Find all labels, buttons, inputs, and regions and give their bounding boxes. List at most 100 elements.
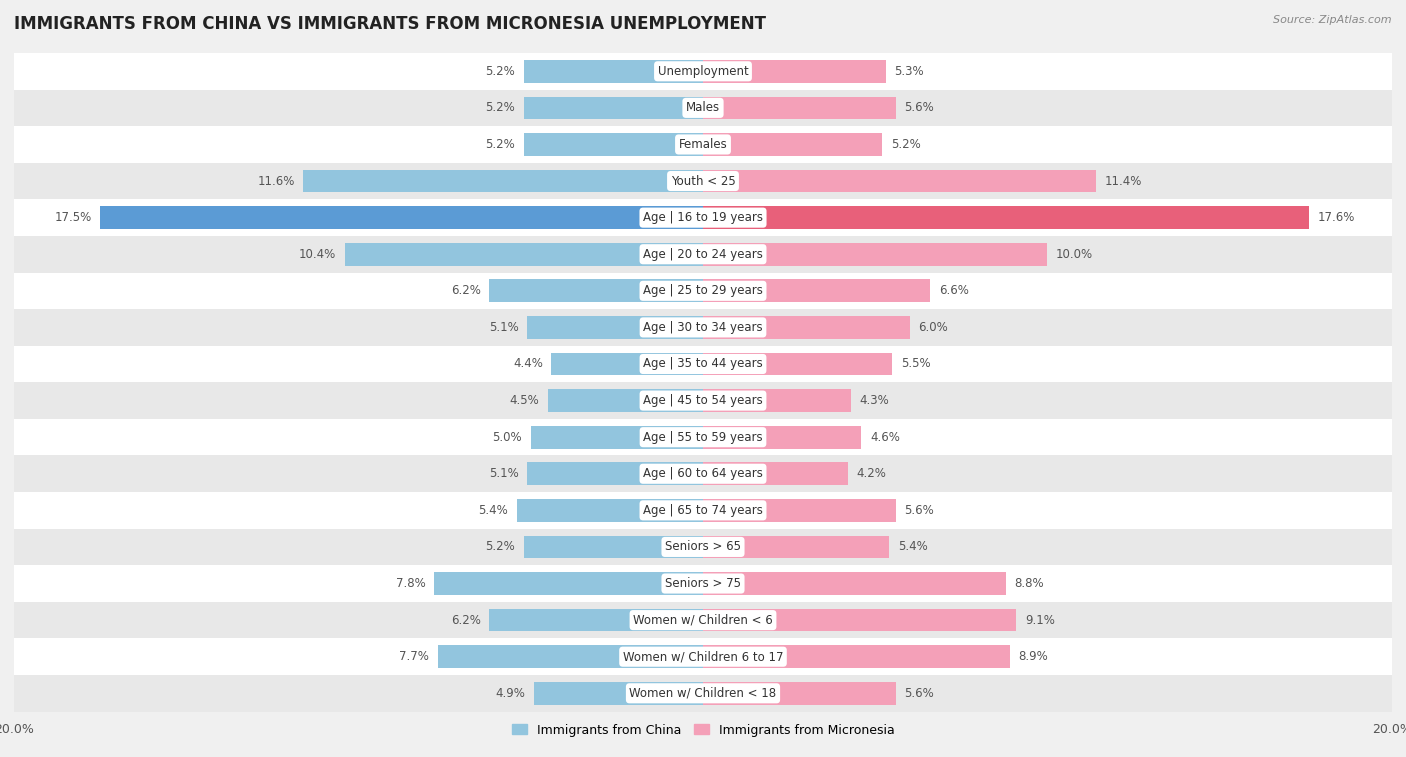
Bar	[703, 97, 896, 119]
Bar	[703, 279, 931, 302]
Text: 8.8%: 8.8%	[1015, 577, 1045, 590]
Text: 5.3%: 5.3%	[894, 65, 924, 78]
Text: 7.8%: 7.8%	[396, 577, 426, 590]
Text: 11.6%: 11.6%	[257, 175, 295, 188]
Bar	[703, 682, 896, 705]
Bar	[14, 675, 1392, 712]
Text: 8.9%: 8.9%	[1018, 650, 1047, 663]
Text: Seniors > 65: Seniors > 65	[665, 540, 741, 553]
Bar	[703, 536, 889, 558]
Text: Seniors > 75: Seniors > 75	[665, 577, 741, 590]
Bar	[489, 609, 703, 631]
Bar	[14, 89, 1392, 126]
Text: Age | 35 to 44 years: Age | 35 to 44 years	[643, 357, 763, 370]
Text: 5.6%: 5.6%	[904, 687, 934, 699]
Bar	[14, 199, 1392, 236]
Bar	[437, 646, 703, 668]
Text: Age | 55 to 59 years: Age | 55 to 59 years	[643, 431, 763, 444]
Text: 11.4%: 11.4%	[1104, 175, 1142, 188]
Text: Source: ZipAtlas.com: Source: ZipAtlas.com	[1274, 15, 1392, 25]
Legend: Immigrants from China, Immigrants from Micronesia: Immigrants from China, Immigrants from M…	[506, 718, 900, 742]
Text: 9.1%: 9.1%	[1025, 614, 1054, 627]
Bar	[703, 463, 848, 485]
Text: 10.4%: 10.4%	[299, 248, 336, 260]
Bar	[489, 279, 703, 302]
Bar	[703, 646, 1010, 668]
Bar	[304, 170, 703, 192]
Text: 7.7%: 7.7%	[399, 650, 429, 663]
Bar	[703, 170, 1095, 192]
Text: 4.2%: 4.2%	[856, 467, 886, 480]
Text: 5.1%: 5.1%	[489, 321, 519, 334]
Text: 5.6%: 5.6%	[904, 101, 934, 114]
Text: 5.4%: 5.4%	[897, 540, 928, 553]
Bar	[548, 389, 703, 412]
Text: 4.3%: 4.3%	[859, 394, 890, 407]
Bar	[14, 163, 1392, 199]
Text: 5.2%: 5.2%	[485, 65, 515, 78]
Text: Males: Males	[686, 101, 720, 114]
Bar	[703, 133, 882, 156]
Text: 4.6%: 4.6%	[870, 431, 900, 444]
Bar	[703, 316, 910, 338]
Bar	[14, 419, 1392, 456]
Bar	[524, 60, 703, 83]
Bar	[531, 426, 703, 448]
Text: Age | 30 to 34 years: Age | 30 to 34 years	[643, 321, 763, 334]
Bar	[524, 536, 703, 558]
Bar	[14, 346, 1392, 382]
Text: Age | 65 to 74 years: Age | 65 to 74 years	[643, 504, 763, 517]
Text: Females: Females	[679, 138, 727, 151]
Text: 4.5%: 4.5%	[509, 394, 540, 407]
Bar	[14, 382, 1392, 419]
Text: 5.1%: 5.1%	[489, 467, 519, 480]
Bar	[703, 243, 1047, 266]
Bar	[517, 499, 703, 522]
Text: Women w/ Children < 18: Women w/ Children < 18	[630, 687, 776, 699]
Text: Age | 16 to 19 years: Age | 16 to 19 years	[643, 211, 763, 224]
Bar	[703, 60, 886, 83]
Text: 5.5%: 5.5%	[901, 357, 931, 370]
Text: 4.4%: 4.4%	[513, 357, 543, 370]
Text: 10.0%: 10.0%	[1056, 248, 1094, 260]
Text: 5.2%: 5.2%	[485, 138, 515, 151]
Text: 5.2%: 5.2%	[485, 101, 515, 114]
Bar	[524, 133, 703, 156]
Bar	[434, 572, 703, 595]
Bar	[527, 316, 703, 338]
Bar	[703, 353, 893, 375]
Bar	[14, 492, 1392, 528]
Bar	[703, 572, 1007, 595]
Text: Youth < 25: Youth < 25	[671, 175, 735, 188]
Bar	[14, 565, 1392, 602]
Text: Women w/ Children 6 to 17: Women w/ Children 6 to 17	[623, 650, 783, 663]
Bar	[100, 207, 703, 229]
Text: Age | 25 to 29 years: Age | 25 to 29 years	[643, 285, 763, 298]
Bar	[14, 602, 1392, 638]
Bar	[14, 273, 1392, 309]
Bar	[344, 243, 703, 266]
Bar	[703, 207, 1309, 229]
Text: 4.9%: 4.9%	[496, 687, 526, 699]
Text: IMMIGRANTS FROM CHINA VS IMMIGRANTS FROM MICRONESIA UNEMPLOYMENT: IMMIGRANTS FROM CHINA VS IMMIGRANTS FROM…	[14, 15, 766, 33]
Text: 6.6%: 6.6%	[939, 285, 969, 298]
Bar	[14, 236, 1392, 273]
Text: Unemployment: Unemployment	[658, 65, 748, 78]
Text: 5.6%: 5.6%	[904, 504, 934, 517]
Bar	[703, 609, 1017, 631]
Bar	[14, 126, 1392, 163]
Text: Age | 60 to 64 years: Age | 60 to 64 years	[643, 467, 763, 480]
Bar	[14, 309, 1392, 346]
Bar	[551, 353, 703, 375]
Bar	[703, 389, 851, 412]
Text: Age | 45 to 54 years: Age | 45 to 54 years	[643, 394, 763, 407]
Bar	[14, 53, 1392, 89]
Text: 6.2%: 6.2%	[451, 285, 481, 298]
Text: 6.2%: 6.2%	[451, 614, 481, 627]
Bar	[14, 638, 1392, 675]
Bar	[14, 528, 1392, 565]
Bar	[703, 426, 862, 448]
Bar	[524, 97, 703, 119]
Text: 5.0%: 5.0%	[492, 431, 522, 444]
Text: 6.0%: 6.0%	[918, 321, 948, 334]
